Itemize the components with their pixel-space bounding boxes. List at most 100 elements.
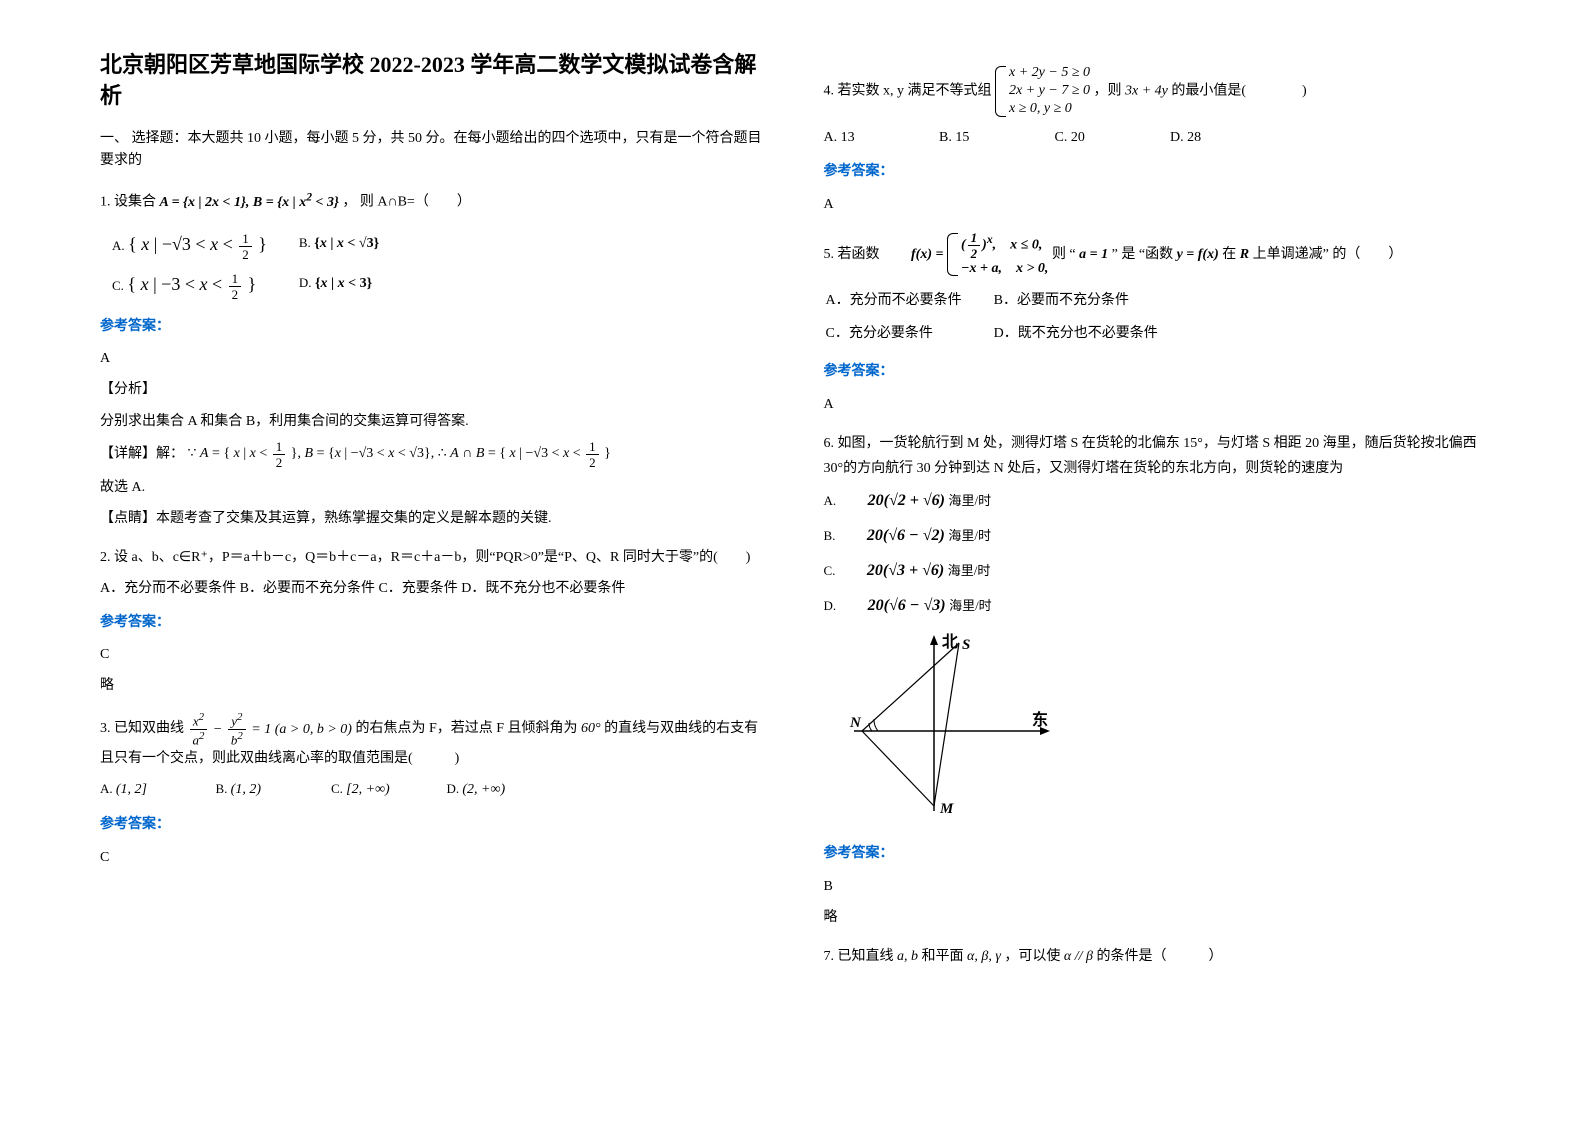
q5-stem-yfx: y = f(x) xyxy=(1177,247,1219,262)
q1-dianjing: 【点睛】本题考查了交集及其运算，熟练掌握交集的定义是解本题的关键. xyxy=(100,506,764,531)
q2-ans-label: 参考答案： xyxy=(100,610,764,637)
question-3: 3. 已知双曲线 x2a2 − y2b2 = 1 (a > 0, b > 0) … xyxy=(100,712,764,869)
q6-optC-label: C. xyxy=(824,563,836,578)
q1-optA-label: A. xyxy=(112,238,125,253)
q6-optA-unit: 海里/时 xyxy=(948,493,991,508)
q4-system: x + 2y − 5 ≥ 0 2x + y − 7 ≥ 0 x ≥ 0, y ≥… xyxy=(995,64,1090,119)
q4-optD: D. 28 xyxy=(1170,125,1250,152)
q5-options: A．充分而不必要条件 B．必要而不充分条件 C．充分必要条件 D．既不充分也不必… xyxy=(824,284,1190,351)
q5-optA: A．充分而不必要条件 xyxy=(826,286,992,317)
q3-optC: C. xyxy=(331,781,346,796)
q1-guxuan: 故选 A. xyxy=(100,475,764,500)
q1-optC-math: { x | −3 < x < 12 } xyxy=(127,274,256,294)
q3-stem-math: x2a2 − y2b2 = 1 (a > 0, b > 0) xyxy=(188,722,356,737)
q4-sys-r2: 2x + y − 7 ≥ 0 xyxy=(1009,82,1090,100)
q6-lue: 略 xyxy=(824,905,1488,930)
q6-optB-math: 20(√6 − √2) xyxy=(867,527,945,544)
q5-piecewise: (12)x, x ≤ 0, −x + a, x > 0, xyxy=(947,231,1048,278)
q4-optB: B. 15 xyxy=(939,125,1019,152)
q6-optC-math: 20(√3 + √6) xyxy=(867,562,944,579)
q4-options: A. 13 B. 15 C. 20 D. 28 xyxy=(824,125,1488,152)
q1-xiangjie-label: 【详解】解： xyxy=(100,446,184,461)
q1-stem-math: A = {x | 2x < 1}, B = {x | x2 < 3} xyxy=(160,195,343,210)
q5-ans-label: 参考答案： xyxy=(824,359,1488,386)
q3-stem-prefix: 3. 已知双曲线 xyxy=(100,722,188,737)
q1-fenxi: 分别求出集合 A 和集合 B，利用集合间的交集运算可得答案. xyxy=(100,409,764,434)
left-column: 北京朝阳区芳草地国际学校 2022-2023 学年高二数学文模拟试卷含解析 一、… xyxy=(100,50,764,983)
q4-optA: A. 13 xyxy=(824,125,904,152)
q1-xiangjie-math: ∵ A = { x | x < 12 }, B = {x | −√3 < x <… xyxy=(188,446,611,461)
q2-lue: 略 xyxy=(100,673,764,698)
q2-ans: C xyxy=(100,642,764,667)
q5-fn-r1: (12)x, x ≤ 0, xyxy=(961,231,1048,260)
q1-stem-suffix: ， 则 A∩B=（ ） xyxy=(342,195,470,210)
q1-optB-label: B. xyxy=(299,235,311,250)
q1-ans: A xyxy=(100,346,764,371)
q6-ans: B xyxy=(824,874,1488,899)
q4-optC: C. 20 xyxy=(1055,125,1135,152)
q6-optD-unit: 海里/时 xyxy=(949,598,992,613)
question-4: 4. 若实数 x, y 满足不等式组 x + 2y − 5 ≥ 0 2x + y… xyxy=(824,64,1488,217)
q5-optD: D．既不充分也不必要条件 xyxy=(994,319,1188,350)
q7-abg: α, β, γ xyxy=(967,949,1001,964)
q4-stem-mid: ，则 xyxy=(1094,84,1126,99)
q7-stem-suffix: 的条件是（ ） xyxy=(1096,949,1222,964)
q4-stem-expr: 3x + 4y xyxy=(1125,84,1168,99)
q4-ans: A xyxy=(824,192,1488,217)
q4-ans-label: 参考答案： xyxy=(824,159,1488,186)
q6-optD-math: 20(√6 − √3) xyxy=(868,597,946,614)
q6-stem: 6. 如图，一货轮航行到 M 处，测得灯塔 S 在货轮的北偏东 15°，与灯塔 … xyxy=(824,431,1488,481)
q1-options: A. { x | −√3 < x < 12 } B. {x | x < √3} xyxy=(110,223,411,305)
q3-ans: C xyxy=(100,845,764,870)
q1-optC-label: C. xyxy=(112,278,124,293)
q1-ans-label: 参考答案： xyxy=(100,314,764,341)
q3-ans-label: 参考答案： xyxy=(100,812,764,839)
q5-optB: B．必要而不充分条件 xyxy=(994,286,1188,317)
q6-optA-label: A. xyxy=(824,493,837,508)
q5-ans: A xyxy=(824,392,1488,417)
q6-optB-label: B. xyxy=(824,528,836,543)
q6-optB-unit: 海里/时 xyxy=(948,528,991,543)
section-1-head: 一、 选择题：本大题共 10 小题，每小题 5 分，共 50 分。在每小题给出的… xyxy=(100,128,764,173)
q5-optC: C．充分必要条件 xyxy=(826,319,992,350)
diag-S-label: S xyxy=(962,637,970,653)
q6-ans-label: 参考答案： xyxy=(824,841,1488,868)
q6-diagram: 北 东 N M S xyxy=(844,631,1488,832)
q5-fn-r2: −x + a, x > 0, xyxy=(961,260,1048,278)
q7-cond: α // β xyxy=(1064,949,1093,964)
q3-options: A. (1, 2] B. (1, 2) C. [2, +∞) D. (2, +∞… xyxy=(100,777,764,804)
q5-stem-a: a = 1 xyxy=(1079,247,1108,262)
q1-optA-math: { x | −√3 < x < 12 } xyxy=(128,234,267,254)
q7-ab: a, b xyxy=(897,949,918,964)
page-title: 北京朝阳区芳草地国际学校 2022-2023 学年高二数学文模拟试卷含解析 xyxy=(100,50,764,112)
question-5: 5. 若函数 f(x) = (12)x, x ≤ 0, −x + a, x > … xyxy=(824,231,1488,417)
right-column: 4. 若实数 x, y 满足不等式组 x + 2y − 5 ≥ 0 2x + y… xyxy=(824,50,1488,983)
q1-stem-prefix: 1. 设集合 xyxy=(100,195,160,210)
diag-M-label: M xyxy=(939,801,954,817)
q2-stem: 2. 设 a、b、c∈R⁺，P＝a＋b－c，Q＝b＋c－a，R＝c＋a－b，则“… xyxy=(100,545,764,570)
q7-stem-mid1: 和平面 xyxy=(922,949,968,964)
q5-stem-mid3: 在 xyxy=(1222,247,1240,262)
question-1: 1. 设集合 A = {x | 2x < 1}, B = {x | x2 < 3… xyxy=(100,186,764,531)
q5-stem-suffix: 上单调递减” 的（ ） xyxy=(1253,247,1403,262)
diag-east-label: 东 xyxy=(1032,710,1048,729)
q4-sys-r1: x + 2y − 5 ≥ 0 xyxy=(1009,64,1090,82)
diag-N-label: N xyxy=(849,715,862,731)
q5-stem-prefix: 5. 若函数 xyxy=(824,247,908,262)
question-7: 7. 已知直线 a, b 和平面 α, β, γ ，可以使 α // β 的条件… xyxy=(824,944,1488,969)
question-2: 2. 设 a、b、c∈R⁺，P＝a＋b－c，Q＝b＋c－a，R＝c＋a－b，则“… xyxy=(100,545,764,698)
q5-stem-R: R xyxy=(1240,247,1249,262)
q3-stem-suffix1: 的右焦点为 F，若过点 F 且倾斜角为 xyxy=(355,722,577,737)
q3-stem-angle: 60° xyxy=(581,722,601,737)
q7-stem-prefix: 7. 已知直线 xyxy=(824,949,898,964)
q6-optC-unit: 海里/时 xyxy=(948,563,991,578)
q1-optD-label: D. xyxy=(299,275,312,290)
q7-stem-mid2: ，可以使 xyxy=(1004,949,1064,964)
q4-stem-suffix: 的最小值是( ) xyxy=(1171,84,1306,99)
diag-north-label: 北 xyxy=(942,633,958,651)
question-6: 6. 如图，一货轮航行到 M 处，测得灯塔 S 在货轮的北偏东 15°，与灯塔 … xyxy=(824,431,1488,930)
q3-optB: B. xyxy=(216,781,231,796)
q5-stem-mid1: 则 “ xyxy=(1052,247,1076,262)
q6-optA-math: 20(√2 + √6) xyxy=(868,492,945,509)
q1-optD-math: {x | x < 3} xyxy=(315,276,372,291)
